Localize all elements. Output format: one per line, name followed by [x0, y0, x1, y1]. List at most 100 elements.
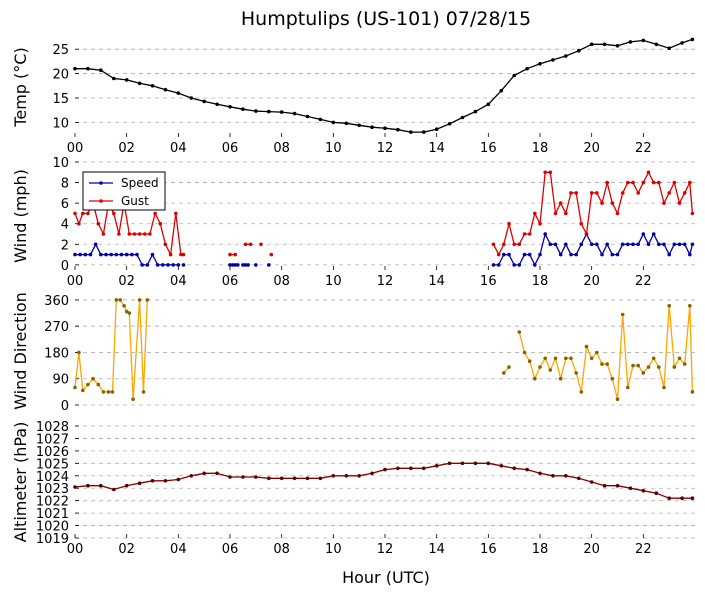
x-tick-label: 02	[118, 542, 135, 557]
data-point	[512, 242, 516, 247]
legend-marker	[99, 181, 103, 185]
data-point	[99, 483, 103, 488]
data-point	[527, 359, 532, 364]
data-point	[682, 191, 687, 195]
data-point	[641, 180, 646, 185]
data-point	[525, 66, 529, 71]
data-point	[104, 252, 108, 257]
chart-title: Humptulips (US-101) 07/28/15	[241, 8, 531, 30]
data-point	[176, 477, 181, 482]
data-point	[241, 475, 245, 479]
series-line-gust	[492, 170, 694, 257]
data-point	[331, 474, 336, 478]
data-point	[636, 363, 640, 368]
data-point	[654, 491, 659, 496]
data-point	[486, 461, 491, 466]
data-point	[677, 201, 682, 205]
data-point	[548, 368, 553, 372]
data-point	[124, 252, 129, 257]
data-point	[615, 44, 620, 48]
data-point	[672, 242, 677, 247]
data-point	[672, 365, 677, 369]
data-point	[254, 475, 258, 479]
data-point	[106, 390, 111, 394]
data-point	[558, 376, 563, 381]
data-point	[150, 479, 155, 483]
y-tick-label: 1022	[36, 495, 69, 510]
data-point	[600, 201, 604, 205]
y-tick-label: 15	[52, 92, 69, 107]
data-point	[228, 475, 232, 479]
data-point	[246, 263, 250, 267]
x-tick-label: 12	[377, 274, 394, 289]
data-point	[101, 232, 106, 236]
series-line-speed	[493, 232, 694, 267]
data-point	[112, 76, 116, 81]
y-tick-label: 10	[52, 116, 69, 131]
data-point	[318, 476, 323, 481]
x-tick-label: 00	[67, 141, 84, 156]
data-point	[517, 330, 522, 334]
data-point	[527, 252, 532, 257]
x-tick-label: 20	[583, 542, 600, 557]
data-point	[548, 242, 553, 247]
data-point	[538, 471, 542, 476]
data-point	[551, 58, 555, 62]
data-point	[584, 232, 589, 236]
data-point	[690, 496, 695, 501]
data-point	[626, 242, 630, 247]
data-point	[228, 263, 232, 267]
data-point	[628, 486, 633, 491]
data-point	[626, 180, 630, 185]
data-point	[569, 356, 573, 361]
data-point	[574, 252, 578, 257]
data-point	[202, 471, 206, 476]
data-point	[132, 232, 137, 236]
x-tick-label: 16	[480, 542, 497, 557]
data-point	[396, 127, 400, 132]
data-point	[636, 191, 640, 195]
data-point	[228, 252, 232, 257]
data-point	[279, 476, 284, 481]
data-point	[267, 476, 271, 481]
data-point	[135, 252, 139, 257]
data-point	[517, 263, 522, 267]
x-tick-label: 16	[480, 274, 497, 289]
data-point	[672, 180, 677, 185]
data-point	[215, 471, 219, 476]
x-tick-label: 06	[222, 542, 239, 557]
data-point	[654, 42, 659, 47]
data-point	[269, 252, 274, 257]
x-tick-label: 22	[635, 274, 652, 289]
data-point	[651, 180, 656, 185]
x-tick-label: 06	[222, 141, 239, 156]
data-point	[641, 488, 646, 493]
data-point	[507, 365, 511, 369]
data-point	[73, 252, 77, 257]
x-tick-label: 04	[170, 542, 187, 557]
data-point	[605, 362, 609, 366]
data-point	[409, 130, 413, 134]
y-tick-label: 2	[61, 238, 69, 253]
data-point	[114, 252, 119, 257]
data-point	[502, 371, 506, 375]
legend-label: Gust	[121, 194, 149, 208]
data-point	[473, 109, 478, 114]
x-tick-label: 02	[118, 274, 135, 289]
data-point	[230, 263, 235, 267]
data-point	[602, 483, 607, 488]
data-point	[667, 496, 671, 501]
data-point	[646, 170, 651, 175]
data-point	[512, 263, 516, 267]
data-point	[579, 221, 584, 226]
data-point	[610, 252, 615, 257]
x-tick-label: 18	[532, 274, 549, 289]
x-tick-label: 14	[428, 274, 445, 289]
data-point	[564, 211, 568, 216]
y-tick-label: 1020	[36, 520, 69, 535]
data-point	[73, 211, 77, 216]
data-point	[589, 191, 594, 195]
x-tick-label: 22	[635, 141, 652, 156]
data-point	[174, 211, 178, 216]
